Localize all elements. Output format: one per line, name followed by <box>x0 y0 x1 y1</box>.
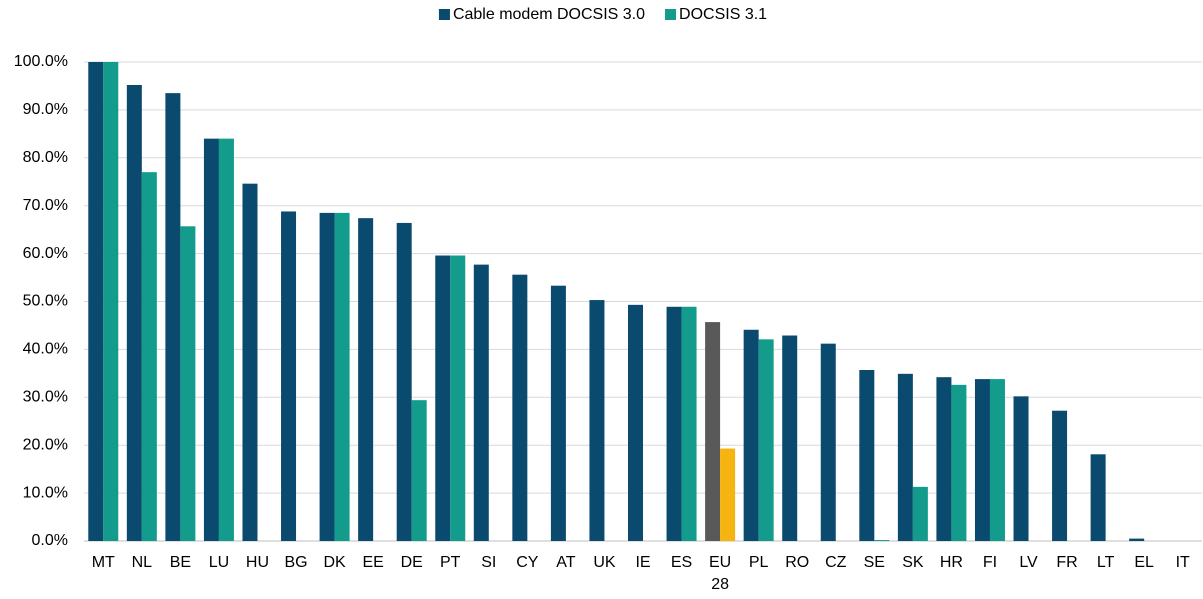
x-tick-label: ES <box>671 554 692 571</box>
bar <box>897 373 913 541</box>
x-tick-label: LV <box>1019 554 1038 571</box>
legend: Cable modem DOCSIS 3.0 DOCSIS 3.1 <box>438 6 767 23</box>
x-tick-label: LT <box>1097 554 1115 571</box>
bar <box>720 448 736 541</box>
bar <box>141 172 157 542</box>
bar <box>203 138 219 541</box>
x-tick-label: MT <box>92 554 115 571</box>
bar <box>88 62 104 541</box>
bar <box>411 400 427 541</box>
bar <box>874 540 890 541</box>
x-tick-label: BE <box>170 554 191 571</box>
bar <box>782 335 798 541</box>
bar <box>1129 538 1145 541</box>
x-tick-label: LU <box>209 554 229 571</box>
bar <box>666 306 682 541</box>
bar <box>681 306 697 541</box>
legend-label: DOCSIS 3.1 <box>679 6 767 23</box>
x-tick-label: PT <box>440 554 461 571</box>
bar <box>912 486 928 541</box>
bar <box>758 339 774 541</box>
bar <box>989 379 1005 541</box>
x-tick-label: EE <box>362 554 383 571</box>
bar <box>820 343 836 541</box>
x-tick-label: IE <box>635 554 650 571</box>
x-tick-label: SE <box>864 554 885 571</box>
bar <box>334 212 350 541</box>
x-tick-label: BG <box>284 554 307 571</box>
x-tick-label: AT <box>556 554 575 571</box>
bar <box>1052 410 1068 541</box>
bar <box>450 255 466 542</box>
y-tick-label: 50.0% <box>23 293 68 310</box>
x-tick-label: CZ <box>825 554 847 571</box>
bar <box>628 304 643 541</box>
bar <box>435 255 451 542</box>
x-tick-label: DK <box>323 554 346 571</box>
bar <box>974 379 990 541</box>
bar <box>180 226 196 541</box>
y-tick-label: 20.0% <box>23 436 68 453</box>
bar <box>1013 396 1029 541</box>
bar <box>218 138 234 541</box>
x-tick-label: NL <box>132 554 153 571</box>
legend-swatch <box>438 9 450 20</box>
y-tick-label: 60.0% <box>23 245 68 262</box>
legend-label: Cable modem DOCSIS 3.0 <box>453 6 645 23</box>
bar <box>242 183 258 541</box>
x-tick-label: PL <box>749 554 769 571</box>
bar <box>743 329 759 541</box>
bar <box>550 285 566 541</box>
bar <box>512 274 528 541</box>
x-tick-label: FR <box>1056 554 1077 571</box>
x-tick-label: EU 28 <box>709 554 731 593</box>
x-tick-label: IT <box>1176 554 1190 571</box>
x-tick-label: HR <box>940 554 963 571</box>
x-tick-label: HU <box>246 554 269 571</box>
bar <box>103 62 119 541</box>
x-tick-label: FI <box>983 554 997 571</box>
bar <box>951 384 967 541</box>
y-tick-label: 90.0% <box>23 101 68 118</box>
x-tick-label: SK <box>902 554 924 571</box>
y-tick-label: 0.0% <box>32 532 68 549</box>
bar <box>859 369 875 541</box>
bar <box>396 222 412 541</box>
x-tick-label: EL <box>1134 554 1154 571</box>
bar <box>281 211 297 541</box>
bar <box>473 264 489 541</box>
y-tick-label: 100.0% <box>14 53 68 70</box>
x-tick-label: DE <box>401 554 423 571</box>
x-tick-label: RO <box>785 554 809 571</box>
y-tick-label: 40.0% <box>23 341 68 358</box>
y-tick-label: 30.0% <box>23 389 68 406</box>
bar <box>589 300 605 541</box>
x-tick-label: SI <box>481 554 496 571</box>
bar <box>936 377 952 541</box>
bar <box>165 93 181 541</box>
bar <box>358 218 374 542</box>
legend-swatch <box>665 9 677 20</box>
y-tick-label: 80.0% <box>23 149 68 166</box>
y-tick-label: 70.0% <box>23 197 68 214</box>
y-tick-label: 10.0% <box>23 484 68 501</box>
bar <box>319 212 335 541</box>
x-tick-label: UK <box>593 554 616 571</box>
bar <box>126 84 142 541</box>
bar <box>1090 454 1106 541</box>
x-tick-label: CY <box>516 554 539 571</box>
bar <box>705 322 721 541</box>
